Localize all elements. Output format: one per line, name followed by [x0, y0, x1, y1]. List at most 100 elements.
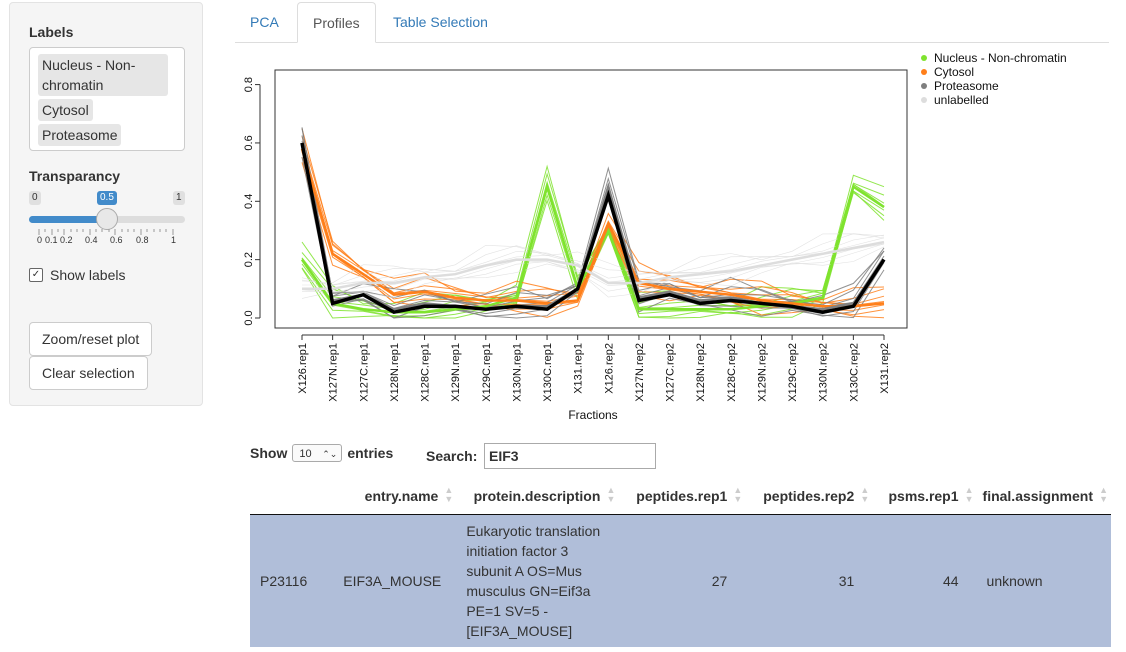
labels-select[interactable]: Nucleus - Non-chromatin Cytosol Proteaso…: [29, 47, 185, 151]
col-header-label: peptides.rep1: [636, 488, 728, 504]
show-labels-row[interactable]: ✓ Show labels: [29, 267, 126, 283]
selection-table: entry.name ▲ ▼ protein.description ▲ ▼ pepti…: [250, 478, 1111, 647]
series-trace-unlabelled: [301, 243, 885, 293]
search-input[interactable]: EIF3: [484, 443, 656, 469]
desc-line: PE=1 SV=5 -: [466, 603, 549, 619]
desc-line: subunit A OS=Mus: [466, 563, 582, 579]
tab-pca[interactable]: PCA: [250, 14, 279, 30]
sort-icon: ▲ ▼: [1099, 485, 1108, 504]
col-header-label: psms.rep1: [888, 488, 959, 504]
series-trace-proteasome: [301, 127, 885, 303]
zoom-reset-button[interactable]: Zoom/reset plot: [29, 322, 153, 356]
page-length-value: 10: [299, 448, 312, 460]
x-tick-label: X128C.rep2: [726, 343, 738, 402]
page-length-control: Show 10 ⌃⌄ entries: [250, 444, 393, 462]
x-tick-label: X129C.rep2: [787, 343, 799, 402]
col-header-label: entry.name: [364, 488, 439, 504]
x-tick-label: X127N.rep2: [634, 343, 646, 402]
slider-tick-label: 0.8: [136, 235, 149, 245]
x-tick-label: X129N.rep2: [756, 343, 768, 402]
cell-description: Eukaryotic translation initiation factor…: [456, 514, 619, 647]
series-trace-cytosol: [301, 136, 885, 304]
desc-line: musculus GN=Eif3a: [466, 583, 591, 599]
table-header-row: entry.name ▲ ▼ protein.description ▲ ▼ pepti…: [250, 478, 1111, 515]
slider-value-badge: 0.5: [97, 191, 117, 205]
y-tick-label: 0.4: [243, 194, 255, 209]
col-header-id[interactable]: [250, 478, 334, 515]
series-line-unlabelled: [302, 240, 885, 291]
page-length-select[interactable]: 10 ⌃⌄: [292, 444, 343, 462]
x-tick-label: X129N.rep1: [450, 343, 462, 402]
series-trace-nucleus-non-chromatin: [301, 184, 885, 313]
col-header-final-assignment[interactable]: final.assignment ▲ ▼: [976, 478, 1111, 515]
x-tick-label: X126.rep2: [603, 343, 615, 394]
label-chip-nucleus[interactable]: Nucleus - Non-chromatin: [38, 54, 168, 96]
show-labels-checkbox[interactable]: ✓: [29, 268, 43, 282]
search-label: Search:: [426, 448, 478, 464]
slider-tick-label: 1: [171, 235, 177, 245]
plot-frame: [274, 69, 908, 329]
series-trace-unlabelled: [302, 237, 885, 286]
slider-tick-label: 0: [37, 235, 43, 245]
tab-bar: PCA Profiles Table Selection: [235, 0, 1109, 43]
slider-max-badge: 1: [173, 191, 185, 205]
sort-icon: ▲ ▼: [733, 485, 743, 504]
highlight-profile-line: [300, 142, 886, 315]
tab-profiles[interactable]: Profiles: [297, 2, 376, 43]
series-line-nucleus-non-chromatin: [300, 182, 885, 314]
slider-tick-label: 0.4: [85, 235, 98, 245]
legend-label: Nucleus - Non-chromatin: [934, 51, 1067, 65]
label-chip-cytosol[interactable]: Cytosol: [38, 99, 93, 121]
series-trace-proteasome: [301, 128, 885, 306]
slider-handle[interactable]: [96, 208, 118, 230]
profiles-chart[interactable]: 0.0 0.2 0.4 0.6 0.8 X126.rep1 X127N.rep1 X127C.…: [235, 43, 1115, 428]
cell-peptides-rep2: 31: [745, 514, 873, 647]
sidebar-panel: Labels Nucleus - Non-chromatin Cytosol P…: [9, 2, 203, 406]
x-tick-label: X128N.rep2: [695, 343, 707, 402]
chevron-updown-icon: ⌃⌄: [322, 449, 338, 459]
col-header-label: final.assignment: [982, 488, 1093, 504]
desc-line: initiation factor 3: [466, 543, 569, 559]
sort-icon: ▲ ▼: [606, 485, 616, 504]
slider-fill: [29, 216, 107, 223]
label-chip-proteasome[interactable]: Proteasome: [38, 124, 122, 146]
slider-min-badge: 0: [29, 191, 41, 205]
col-header-peptides-rep1[interactable]: peptides.rep1 ▲ ▼: [618, 478, 746, 515]
cell-entry-name: EIF3A_MOUSE: [333, 514, 457, 647]
transparency-heading: Transparancy: [29, 168, 121, 184]
x-tick-label: X126.rep1: [297, 343, 309, 394]
col-header-peptides-rep2[interactable]: peptides.rep2 ▲ ▼: [745, 478, 873, 515]
series-line-cytosol: [300, 148, 885, 308]
x-tick-label: X130N.rep1: [511, 343, 523, 402]
slider-tick-label: 0.6: [110, 235, 123, 245]
cell-final-assignment: unknown: [976, 514, 1111, 647]
col-header-psms-rep1[interactable]: psms.rep1 ▲ ▼: [872, 478, 977, 515]
y-tick-label: 0.2: [243, 252, 255, 267]
table-row[interactable]: P23116 EIF3A_MOUSE Eukaryotic translatio…: [250, 514, 1111, 647]
show-labels-label: Show labels: [50, 267, 126, 283]
series-trace-unlabelled: [301, 243, 885, 293]
x-axis-label: Fractions: [568, 408, 617, 422]
sort-icon: ▲ ▼: [964, 485, 974, 504]
legend-swatch: [921, 55, 927, 61]
col-header-label: protein.description: [473, 488, 601, 504]
clear-selection-button[interactable]: Clear selection: [29, 356, 148, 390]
labels-heading: Labels: [29, 24, 74, 40]
cell-id: P23116: [250, 514, 334, 647]
slider-tick-label: 0.2: [60, 235, 73, 245]
legend-swatch: [921, 97, 927, 103]
col-header-entry-name[interactable]: entry.name ▲ ▼: [333, 478, 457, 515]
desc-line: [EIF3A_MOUSE]: [466, 623, 573, 639]
series-trace-cytosol: [301, 128, 885, 301]
col-header-protein-description[interactable]: protein.description ▲ ▼: [456, 478, 619, 515]
x-tick-label: X127C.rep2: [665, 343, 677, 402]
slider-ticks: [38, 229, 174, 235]
y-tick-label: 0.8: [243, 77, 255, 92]
sort-icon: ▲ ▼: [860, 485, 870, 504]
sort-icon: ▲ ▼: [444, 485, 454, 504]
x-tick-label: X131.rep1: [573, 343, 585, 394]
show-label: Show: [250, 445, 288, 461]
x-tick-label: X131.rep2: [879, 343, 891, 394]
slider-tick-label: 0.1: [45, 235, 58, 245]
tab-table-selection[interactable]: Table Selection: [393, 14, 488, 30]
